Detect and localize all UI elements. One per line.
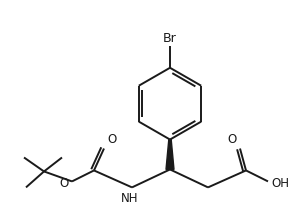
Text: O: O xyxy=(228,133,237,145)
Text: NH: NH xyxy=(121,192,139,205)
Text: O: O xyxy=(60,177,69,190)
Text: Br: Br xyxy=(163,32,177,45)
Text: OH: OH xyxy=(271,177,289,190)
Text: O: O xyxy=(107,133,116,145)
Polygon shape xyxy=(166,140,174,169)
